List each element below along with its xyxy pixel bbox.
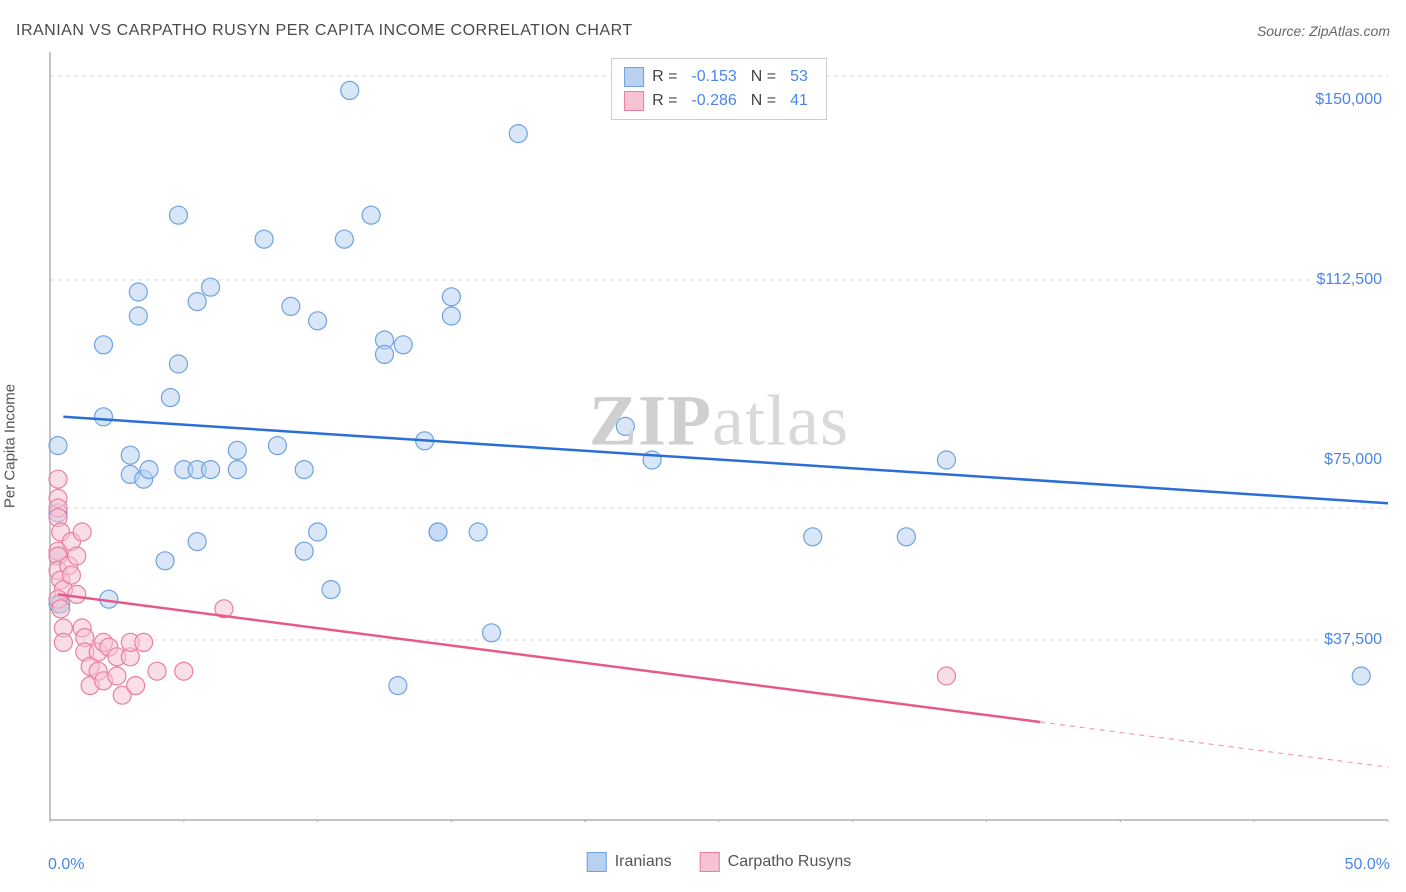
chart-legend: Iranians Carpatho Rusyns — [587, 852, 852, 872]
legend-swatch — [700, 852, 720, 872]
series-swatch — [624, 91, 644, 111]
stats-row: R =-0.286N =41 — [624, 89, 814, 113]
y-tick-label: $75,000 — [1322, 451, 1384, 469]
legend-item: Carpatho Rusyns — [700, 852, 852, 872]
chart-header: IRANIAN VS CARPATHO RUSYN PER CAPITA INC… — [0, 0, 1406, 50]
stats-row: R =-0.153N =53 — [624, 65, 814, 89]
y-tick-label: $37,500 — [1322, 631, 1384, 649]
legend-label: Iranians — [615, 853, 672, 871]
series-swatch — [624, 67, 644, 87]
legend-label: Carpatho Rusyns — [728, 853, 852, 871]
y-tick-label: $150,000 — [1313, 91, 1384, 109]
chart-title: IRANIAN VS CARPATHO RUSYN PER CAPITA INC… — [16, 22, 633, 40]
y-axis-label: Per Capita Income — [2, 384, 19, 508]
plot-area: ZIPatlas R =-0.153N =53R =-0.286N =41 $3… — [48, 50, 1390, 822]
x-axis-max: 50.0% — [1345, 856, 1390, 874]
correlation-stats-box: R =-0.153N =53R =-0.286N =41 — [611, 58, 827, 120]
legend-item: Iranians — [587, 852, 672, 872]
y-tick-label: $112,500 — [1314, 271, 1384, 289]
x-axis-min: 0.0% — [48, 856, 84, 874]
legend-swatch — [587, 852, 607, 872]
scatter-plot — [48, 50, 1390, 822]
chart-source: Source: ZipAtlas.com — [1257, 23, 1390, 39]
